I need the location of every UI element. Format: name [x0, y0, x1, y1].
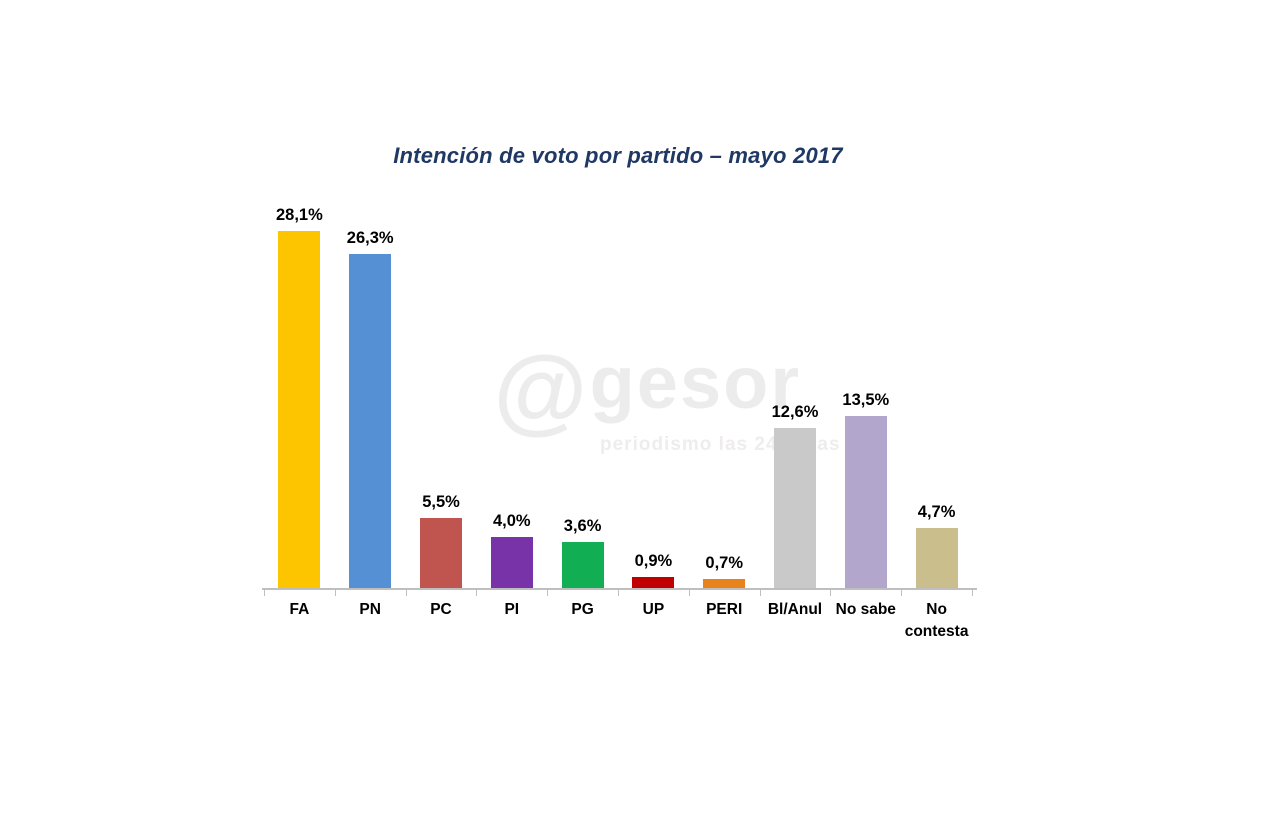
x-axis-tick — [335, 589, 336, 596]
value-label-Bl/Anul: 12,6% — [771, 403, 819, 421]
value-label-PI: 4,0% — [492, 512, 531, 530]
bar-group-Bl/Anul: 12,6% — [760, 190, 831, 588]
bar-group-PERI: 0,7% — [689, 190, 760, 588]
category-label-FA: FA — [289, 601, 310, 618]
x-axis-category-labels: FA PN PC PI PG UP PERI Bl/Anul No sabe No contest… — [264, 599, 972, 649]
category-label-PI: PI — [504, 601, 520, 618]
category-label-PN: PN — [359, 601, 381, 618]
bar-chart-plot-area: 28,1% 26,3% 5,5% 4,0% 3,6% 0,9% 0,7% 12,6% 13,5%… — [262, 190, 977, 596]
bar-group-FA: 28,1% — [264, 190, 335, 588]
bar-group-PC: 5,5% — [406, 190, 477, 588]
value-label-PC: 5,5% — [422, 493, 460, 511]
category-label-PERI: PERI — [706, 601, 743, 618]
watermark-logo: @gesor — [492, 344, 841, 440]
bar-PC — [419, 518, 462, 588]
value-label-PERI: 0,7% — [705, 554, 743, 572]
category-label-UP: UP — [642, 601, 665, 618]
bar-FA — [278, 231, 321, 588]
bar-Bl/Anul — [773, 428, 816, 588]
bar-No contesta — [915, 528, 958, 588]
x-axis-tick — [972, 589, 973, 596]
x-axis-tick — [264, 589, 265, 596]
x-axis-tick — [618, 589, 619, 596]
category-label-PC: PC — [430, 601, 452, 618]
bar-UP — [632, 577, 675, 588]
bar-group-No sabe: 13,5% — [830, 190, 901, 588]
x-axis-line — [262, 588, 977, 590]
bar-PG — [561, 542, 604, 588]
x-axis-tick — [476, 589, 477, 596]
bar-group-No contesta: 4,7% — [901, 190, 972, 588]
category-label-Bl/Anul: Bl/Anul — [767, 601, 823, 618]
bar-group-PG: 3,6% — [547, 190, 618, 588]
x-axis-tick — [830, 589, 831, 596]
at-icon: @ — [492, 338, 588, 445]
value-label-UP: 0,9% — [634, 552, 673, 570]
x-axis-tick — [689, 589, 690, 596]
x-axis-tick — [406, 589, 407, 596]
bar-PERI — [703, 579, 746, 588]
bar-group-PI: 4,0% — [476, 190, 547, 588]
gesor-watermark: @gesor periodismo las 24 horas — [492, 344, 841, 456]
x-axis-tick — [901, 589, 902, 596]
value-label-No contesta: 4,7% — [917, 503, 956, 521]
value-label-PG: 3,6% — [563, 517, 602, 535]
chart-title: Intención de voto por partido – mayo 201… — [393, 143, 843, 168]
bar-group-UP: 0,9% — [618, 190, 689, 588]
bar-No sabe — [844, 416, 887, 588]
bar-PI — [490, 537, 533, 588]
bar-group-PN: 26,3% — [335, 190, 406, 588]
category-label-PG: PG — [571, 601, 594, 618]
x-axis-tick — [547, 589, 548, 596]
value-label-No sabe: 13,5% — [842, 391, 890, 409]
value-label-PN: 26,3% — [346, 229, 394, 247]
x-axis-tick — [760, 589, 761, 596]
bar-PN — [349, 254, 392, 588]
category-label-No contesta: No contesta — [904, 601, 969, 640]
watermark-name: gesor — [589, 341, 802, 424]
value-label-FA: 28,1% — [276, 206, 323, 224]
category-label-No sabe: No sabe — [835, 601, 896, 618]
